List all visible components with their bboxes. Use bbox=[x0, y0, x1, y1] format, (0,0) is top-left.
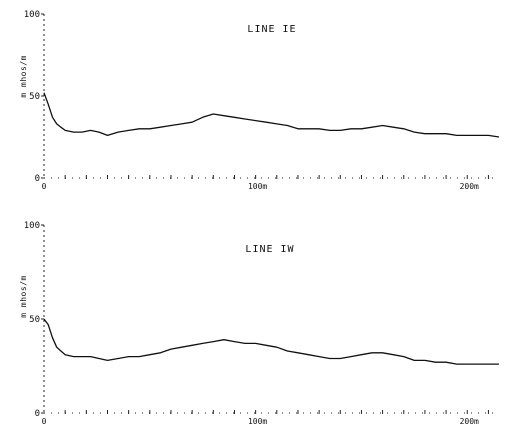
y-tick-label-line-iw: 100 bbox=[24, 221, 40, 231]
chart-title-line-iw: LINE IW bbox=[245, 244, 294, 255]
y-tick-label-line-ie: 50 bbox=[29, 92, 40, 102]
series-line-line-iw bbox=[43, 318, 499, 365]
y-tick-label-line-iw: 50 bbox=[29, 315, 40, 325]
panel-line-iw: 0 50 100 0 100m 200m m mhos/m LINE IW bbox=[19, 221, 499, 426]
x-tick-label-line-ie: 200m bbox=[460, 182, 479, 191]
x-tick-label-line-ie: 100m bbox=[248, 182, 267, 191]
x-tick-label-line-iw: 0 bbox=[42, 417, 47, 426]
y-axis-label-line-iw: m mhos/m bbox=[19, 275, 28, 318]
y-axis-label-line-ie: m mhos/m bbox=[19, 55, 28, 98]
x-tick-label-line-iw: 100m bbox=[248, 417, 267, 426]
panel-line-ie: 0 50 100 0 100m 200m m mhos/m LINE IE bbox=[19, 10, 500, 191]
y-tick-label-line-ie: 0 bbox=[35, 174, 40, 184]
chart-title-line-ie: LINE IE bbox=[247, 24, 296, 35]
x-tick-label-line-iw: 200m bbox=[460, 417, 479, 426]
x-tick-label-line-ie: 0 bbox=[42, 182, 47, 191]
y-tick-label-line-ie: 100 bbox=[24, 10, 40, 20]
y-tick-label-line-iw: 0 bbox=[35, 409, 40, 419]
series-line-line-ie bbox=[43, 92, 500, 138]
